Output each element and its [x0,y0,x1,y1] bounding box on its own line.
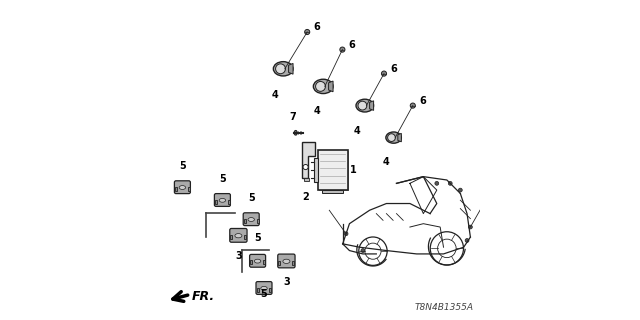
Text: 6: 6 [314,22,321,32]
Circle shape [435,181,439,185]
FancyBboxPatch shape [319,151,349,191]
Bar [228,200,230,204]
Ellipse shape [283,259,290,263]
Text: 6: 6 [349,40,356,50]
Bar [322,189,344,193]
Text: 5: 5 [248,193,255,203]
Bar [278,260,280,265]
Bar [175,187,177,191]
Bar [314,158,317,182]
Text: 3: 3 [235,251,242,261]
Circle shape [316,82,326,91]
Text: 5: 5 [179,161,186,171]
Circle shape [358,101,367,110]
Text: 4: 4 [272,90,278,100]
Ellipse shape [219,198,226,202]
Bar [257,219,259,223]
FancyBboxPatch shape [256,282,272,294]
Text: 5: 5 [219,174,226,184]
Circle shape [410,103,415,108]
Ellipse shape [255,259,261,263]
FancyBboxPatch shape [230,228,247,242]
Circle shape [361,249,365,252]
Ellipse shape [294,131,297,135]
Text: 4: 4 [382,157,389,167]
Text: 4: 4 [353,126,360,136]
Polygon shape [398,133,401,142]
Bar [215,200,217,204]
FancyBboxPatch shape [214,194,230,206]
Circle shape [468,225,472,229]
Ellipse shape [235,234,242,238]
FancyBboxPatch shape [243,213,259,226]
Polygon shape [302,142,315,178]
Text: 6: 6 [419,96,426,106]
Ellipse shape [179,186,186,189]
Polygon shape [328,81,333,92]
FancyBboxPatch shape [317,150,348,189]
Bar [263,260,265,264]
Text: 3: 3 [283,277,290,287]
Ellipse shape [248,218,254,221]
Bar [244,219,246,223]
FancyBboxPatch shape [174,181,191,194]
Bar [257,288,259,292]
Bar [244,235,246,239]
Text: 4: 4 [314,106,320,116]
Circle shape [305,29,310,35]
Bar [305,178,310,181]
Ellipse shape [356,99,374,112]
Circle shape [276,64,285,74]
Text: 5: 5 [260,289,268,299]
Bar [230,235,232,239]
Circle shape [340,47,345,52]
Circle shape [344,232,348,236]
Bar [292,260,294,265]
Bar [188,187,189,191]
Text: 7: 7 [289,112,296,122]
Circle shape [381,71,387,76]
Ellipse shape [386,132,401,143]
Circle shape [303,164,308,170]
Circle shape [465,238,469,243]
Ellipse shape [314,79,333,93]
FancyBboxPatch shape [278,254,295,268]
Polygon shape [289,63,293,74]
Circle shape [448,181,452,185]
Circle shape [388,134,396,141]
Text: 2: 2 [302,192,309,202]
Ellipse shape [273,62,293,76]
Text: T8N4B1355A: T8N4B1355A [415,303,474,312]
Text: 5: 5 [254,233,261,243]
Bar [269,288,271,292]
Bar [250,260,252,264]
FancyBboxPatch shape [250,254,266,267]
Text: 1: 1 [351,164,357,175]
Text: FR.: FR. [192,291,215,303]
Text: 6: 6 [390,64,397,74]
Polygon shape [370,101,374,110]
Circle shape [458,188,462,192]
Ellipse shape [261,286,268,290]
